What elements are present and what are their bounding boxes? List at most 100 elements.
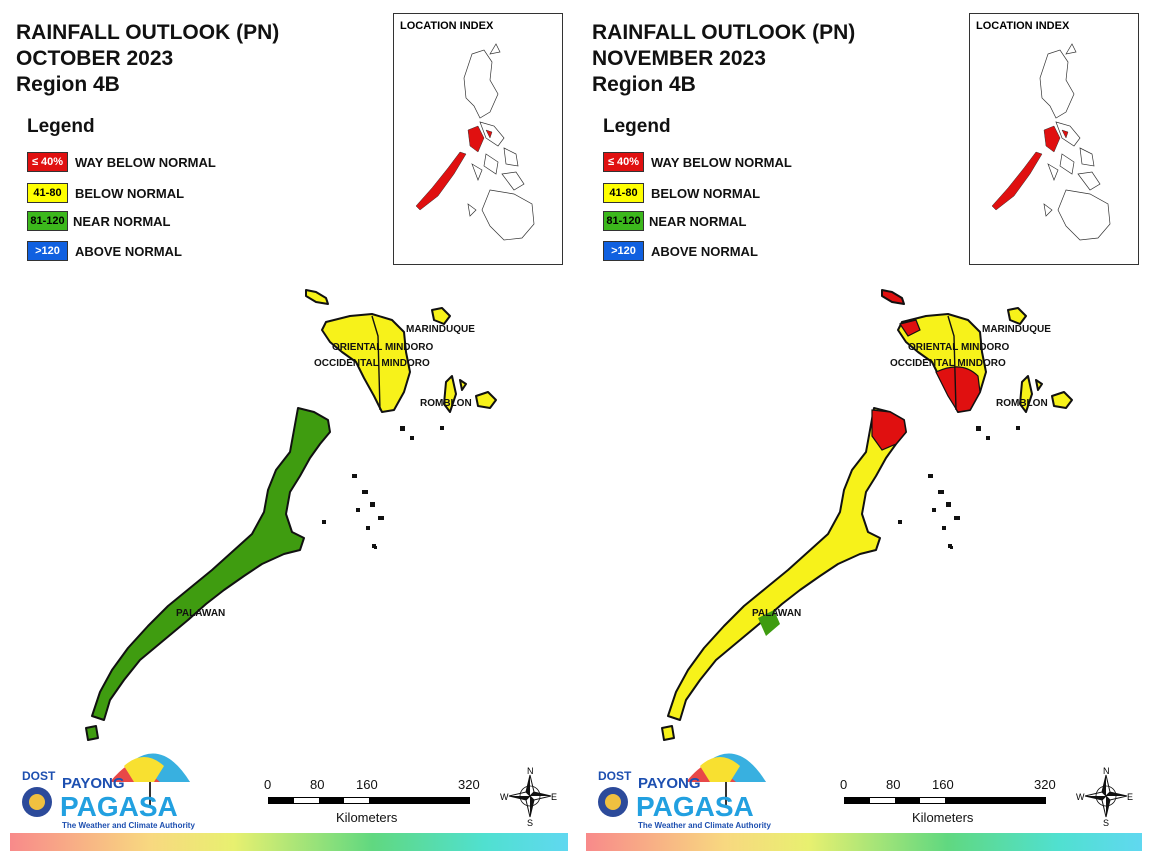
- marinduque-island: [431, 307, 451, 325]
- north-arrow-compass: N S E W: [1076, 766, 1133, 827]
- tablas-island: [443, 375, 457, 413]
- compass-e: E: [551, 792, 557, 802]
- label-romblon: ROMBLON: [420, 398, 472, 409]
- label-romblon: ROMBLON: [996, 398, 1048, 409]
- scale-tick: 80: [310, 777, 325, 792]
- legend-label: NEAR NORMAL: [649, 213, 747, 229]
- scale-tick: 0: [264, 777, 272, 792]
- legend-row-near: 81-120 NEAR NORMAL: [27, 210, 171, 232]
- scale-unit: Kilometers: [336, 810, 398, 825]
- logo-payong: PAYONG: [62, 775, 125, 792]
- tablas-island: [1019, 375, 1033, 413]
- sibuyan-island: [1051, 391, 1073, 409]
- title-line-3: Region 4B: [592, 73, 696, 96]
- legend-label: NEAR NORMAL: [73, 213, 171, 229]
- legend-title: Legend: [603, 116, 671, 137]
- outlook-panel-october: RAINFALL OUTLOOK (PN) OCTOBER 2023 Regio…: [10, 13, 568, 851]
- logo-pagasa: PAGASA: [60, 791, 178, 822]
- legend-row-way-below: ≤ 40% WAY BELOW NORMAL: [603, 151, 792, 173]
- legend-swatch: >120: [27, 241, 68, 261]
- legend-label: BELOW NORMAL: [651, 185, 761, 201]
- palawan-island: [91, 407, 331, 721]
- scale-tick: 320: [458, 777, 480, 792]
- label-oriental-mindoro: ORIENTAL MINDORO: [332, 342, 434, 353]
- legend-row-way-below: ≤ 40% WAY BELOW NORMAL: [27, 151, 216, 173]
- legend-title: Legend: [27, 116, 95, 137]
- compass-s: S: [1103, 818, 1109, 827]
- pagasa-logo: DOST PAYONG PAGASA The Weather and Clima…: [590, 740, 780, 835]
- legend-row-above: >120 ABOVE NORMAL: [27, 240, 182, 262]
- pagasa-logo: DOST PAYONG PAGASA The Weather and Clima…: [14, 740, 204, 835]
- scale-tick: 320: [1034, 777, 1056, 792]
- panel-title: RAINFALL OUTLOOK (PN) NOVEMBER 2023 Regi…: [592, 20, 855, 98]
- logo-pagasa: PAGASA: [636, 791, 754, 822]
- legend-label: ABOVE NORMAL: [651, 243, 758, 259]
- compass-n: N: [527, 766, 534, 776]
- label-palawan: PALAWAN: [176, 608, 225, 619]
- philippines-outline-map: [991, 43, 1111, 241]
- legend-label: ABOVE NORMAL: [75, 243, 182, 259]
- balabac-island: [85, 725, 99, 741]
- palawan-island: [667, 407, 907, 721]
- north-arrow-compass: N S E W: [500, 766, 557, 827]
- legend-label: BELOW NORMAL: [75, 185, 185, 201]
- scale-tick: 0: [840, 777, 848, 792]
- scale-tick: 160: [932, 777, 954, 792]
- legend-row-near: 81-120 NEAR NORMAL: [603, 210, 747, 232]
- logo-dost: DOST: [598, 769, 632, 783]
- outlook-panel-november: RAINFALL OUTLOOK (PN) NOVEMBER 2023 Regi…: [576, 0, 1152, 864]
- label-marinduque: MARINDUQUE: [982, 324, 1051, 335]
- legend-swatch: ≤ 40%: [603, 152, 644, 172]
- inset-title: LOCATION INDEX: [400, 20, 494, 32]
- label-occidental-mindoro: OCCIDENTAL MINDORO: [314, 358, 430, 369]
- title-line-1: RAINFALL OUTLOOK (PN): [16, 21, 280, 44]
- compass-s: S: [527, 818, 533, 827]
- scale-tick: 80: [886, 777, 901, 792]
- romblon-island: [1035, 379, 1043, 391]
- label-occidental-mindoro: OCCIDENTAL MINDORO: [890, 358, 1006, 369]
- romblon-island: [459, 379, 467, 391]
- compass-w: W: [1076, 792, 1085, 802]
- logo-tagline: The Weather and Climate Authority: [62, 821, 195, 830]
- legend-swatch: 41-80: [27, 183, 68, 203]
- label-oriental-mindoro: ORIENTAL MINDORO: [908, 342, 1010, 353]
- title-line-2: NOVEMBER 2023: [592, 47, 766, 70]
- title-line-2: OCTOBER 2023: [16, 47, 174, 70]
- label-marinduque: MARINDUQUE: [406, 324, 475, 335]
- legend-swatch: 41-80: [603, 183, 644, 203]
- compass-w: W: [500, 792, 509, 802]
- logo-tagline: The Weather and Climate Authority: [638, 821, 771, 830]
- compass-e: E: [1127, 792, 1133, 802]
- logo-dost: DOST: [22, 769, 56, 783]
- legend-swatch: ≤ 40%: [27, 152, 68, 172]
- title-line-1: RAINFALL OUTLOOK (PN): [592, 21, 856, 44]
- legend-swatch: 81-120: [27, 211, 68, 231]
- color-band: [586, 833, 1142, 851]
- philippines-outline-map: [415, 43, 535, 241]
- sibuyan-island: [475, 391, 497, 409]
- region-4b-map: MARINDUQUE ORIENTAL MINDORO OCCIDENTAL M…: [85, 289, 497, 741]
- mindoro-island: [321, 313, 411, 413]
- logo-payong: PAYONG: [638, 775, 701, 792]
- legend-row-below: 41-80 BELOW NORMAL: [603, 182, 760, 204]
- legend-label: WAY BELOW NORMAL: [651, 154, 792, 170]
- panel-title: RAINFALL OUTLOOK (PN) OCTOBER 2023 Regio…: [16, 20, 279, 98]
- scale-unit: Kilometers: [912, 810, 974, 825]
- legend-swatch: >120: [603, 241, 644, 261]
- legend-label: WAY BELOW NORMAL: [75, 154, 216, 170]
- title-line-3: Region 4B: [16, 73, 120, 96]
- label-palawan: PALAWAN: [752, 608, 801, 619]
- scale-bar: 0 80 160 320 Kilometers: [832, 777, 1072, 827]
- location-index-inset: LOCATION INDEX: [969, 13, 1139, 265]
- lubang-island: [305, 289, 329, 305]
- scale-bar-graphic: [268, 797, 470, 804]
- legend-swatch: 81-120: [603, 211, 644, 231]
- inset-title: LOCATION INDEX: [976, 20, 1070, 32]
- legend-row-above: >120 ABOVE NORMAL: [603, 240, 758, 262]
- scale-bar: 0 80 160 320 Kilometers: [256, 777, 496, 827]
- legend-row-below: 41-80 BELOW NORMAL: [27, 182, 184, 204]
- lubang-island: [881, 289, 905, 305]
- scale-tick: 160: [356, 777, 378, 792]
- color-band: [10, 833, 568, 851]
- balabac-island: [661, 725, 675, 741]
